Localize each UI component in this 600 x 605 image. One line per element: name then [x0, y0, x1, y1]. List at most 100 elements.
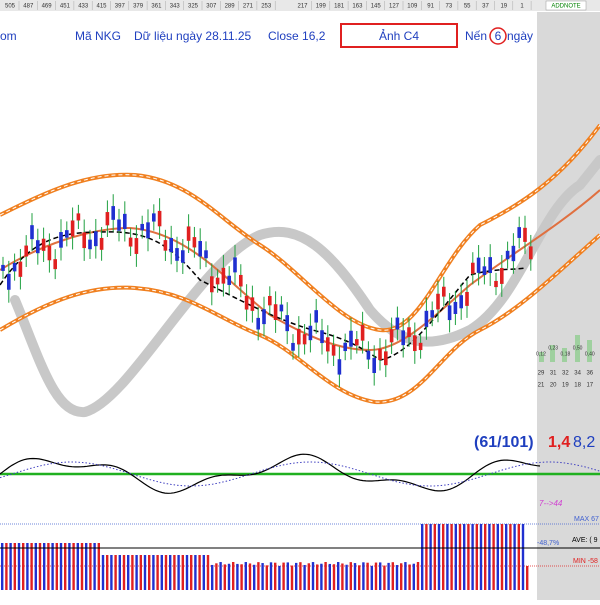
hist-bar [295, 562, 298, 590]
hist-bar [80, 543, 84, 590]
candle-body [320, 330, 324, 344]
hist-bar [383, 565, 386, 590]
ave-label: AVE: ( 9 [572, 537, 598, 544]
hist-bar [320, 563, 323, 590]
candle-body [1, 264, 5, 271]
hist-bar [400, 563, 403, 590]
candle-body [395, 317, 400, 330]
candle-body [268, 295, 272, 306]
candle-body [157, 210, 162, 227]
candle-body [215, 277, 220, 285]
candle-body [221, 267, 226, 284]
max-label: MAX 67 [574, 516, 599, 523]
range: 7-->44 [539, 499, 563, 508]
ruler-label: 415 [96, 4, 107, 10]
side-value: 0,12 [536, 351, 546, 357]
candle-body [88, 239, 92, 250]
hist-bar [26, 543, 29, 590]
ruler-label: 397 [115, 4, 126, 10]
candle-body [436, 293, 440, 310]
candle-body [12, 262, 17, 272]
hist-bar [131, 555, 134, 590]
hist-bar [72, 543, 75, 590]
unit: ngày [507, 29, 533, 43]
hist-bar [232, 562, 235, 590]
hist-bar [374, 562, 378, 590]
hist-bar [198, 555, 201, 590]
hist-bar [513, 524, 516, 590]
ruler-label: 307 [206, 4, 217, 10]
ruler-label: 379 [133, 4, 144, 10]
min-label: MIN -58 [573, 558, 598, 565]
ruler-label: 163 [352, 4, 363, 10]
hist-bar [370, 565, 373, 590]
candle-body [314, 310, 318, 323]
hist-bar [425, 524, 428, 590]
ruler-label: 343 [170, 4, 181, 10]
date: Dữ liệu ngày 28.11.25 [134, 29, 252, 43]
hist-bar [9, 543, 12, 590]
hist-bar [101, 555, 105, 590]
candle-body [529, 246, 533, 260]
future-zone [537, 12, 600, 600]
side-row1: 36 [586, 371, 593, 377]
addnote[interactable]: ADDNOTE [551, 4, 580, 10]
hist-bar [118, 555, 121, 590]
hist-bar [484, 524, 487, 590]
hist-bar [379, 562, 382, 590]
value-red: 1,4 [548, 434, 570, 451]
candle-body [331, 344, 336, 356]
candle-body [326, 337, 330, 352]
hist-bar [93, 543, 96, 590]
hist-bar [412, 563, 415, 590]
side-labels: 0,12 29 21 0,23 31 20 0,18 32 19 0,50 34 18 0,40 36 17 [536, 345, 595, 388]
hist-bar [64, 543, 67, 590]
candle-body [70, 220, 75, 237]
hist-bar [114, 555, 117, 590]
hist-bar [156, 555, 159, 590]
candle-body [239, 274, 243, 287]
hist-bar [206, 555, 210, 590]
candle-body [500, 267, 504, 284]
candle-body [360, 324, 365, 341]
candle-body [250, 297, 255, 311]
ruler-label: 181 [334, 4, 345, 10]
candle-body [366, 350, 371, 360]
hist-bar [248, 563, 252, 590]
addnote-button[interactable] [545, 0, 587, 11]
ruler-label: 325 [188, 4, 199, 10]
candle-body [279, 304, 284, 312]
candle-body [111, 206, 115, 220]
hist-bar [362, 562, 365, 590]
hist-bar [303, 564, 306, 590]
hist-bar [341, 563, 344, 590]
hist-bar [177, 555, 180, 590]
hist-bar [479, 524, 483, 590]
candle-body [256, 317, 260, 330]
hist-bar [517, 524, 520, 590]
candle-body [41, 238, 46, 251]
candle-body [128, 237, 133, 247]
candle-body [140, 223, 144, 231]
hist-bar [467, 524, 470, 590]
side-bar [562, 348, 567, 362]
side-row1: 31 [550, 371, 557, 377]
signal-line [0, 461, 600, 487]
hist-bar [38, 543, 42, 590]
image-box [340, 23, 458, 48]
candle-body [523, 227, 527, 242]
candle-body [198, 241, 202, 257]
hist-bar [211, 564, 214, 590]
ruler-label: 37 [482, 4, 489, 10]
candle-body [65, 230, 69, 238]
hist-bar [286, 562, 289, 590]
change: -48,7% [537, 540, 559, 547]
hist-bar [458, 524, 462, 590]
ruler-label: 73 [446, 4, 453, 10]
side-row2: 19 [562, 383, 569, 389]
candle-body [204, 250, 208, 259]
oscillator-panel: (61/101) 1,4 8,2 7-->44 [0, 434, 600, 508]
candle-body [355, 339, 359, 346]
